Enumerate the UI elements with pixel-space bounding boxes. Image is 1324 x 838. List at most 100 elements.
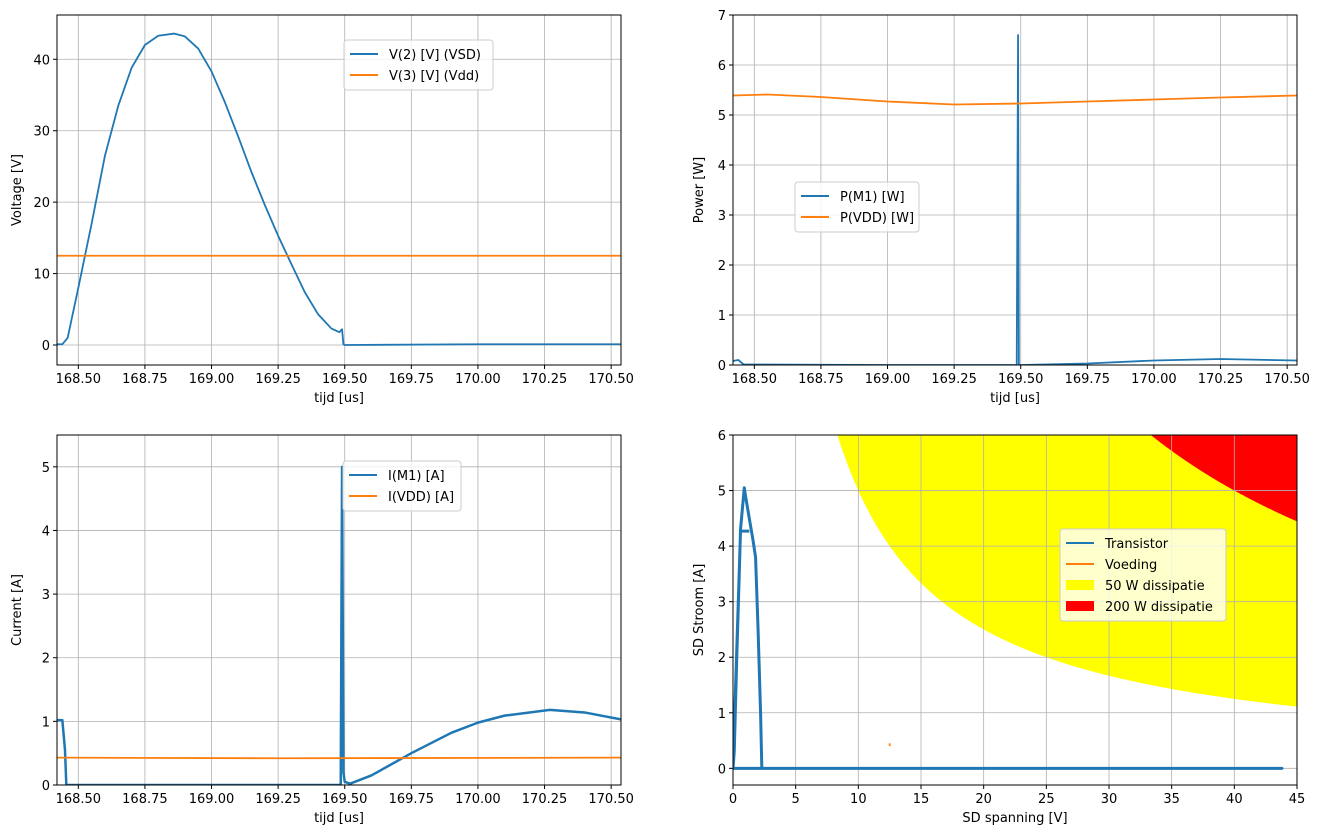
legend-label: V(3) [V] (Vdd): [389, 69, 479, 84]
legend-label: Transistor: [1104, 537, 1169, 552]
x-tick-label: 20: [975, 792, 992, 807]
subplot-1: 168.50 168.75 169.00 169.25 169.50 169.75 170.…: [10, 14, 634, 406]
y-tick-label: 6: [718, 59, 726, 74]
legend-label: P(M1) [W]: [840, 190, 905, 205]
legend: I(M1) [A] I(VDD) [A]: [342, 460, 462, 512]
y-tick-label: 0: [42, 779, 50, 794]
series-line-2: [57, 756, 621, 760]
y-axis-label: Voltage [V]: [10, 154, 25, 226]
series-line-2: [733, 93, 1297, 106]
x-tick-label: 170.00: [1131, 372, 1177, 387]
x-tick-label: 25: [1038, 792, 1055, 807]
y-tick-label: 20: [33, 196, 50, 211]
series-line-1: [733, 34, 1297, 365]
legend: V(2) [V] (VSD) V(3) [V] (Vdd): [343, 39, 494, 91]
y-tick-label: 2: [718, 651, 726, 666]
x-tick-label: 170.25: [1198, 372, 1244, 387]
x-tick-label: 169.50: [998, 372, 1044, 387]
y-axis-label: Current [A]: [10, 574, 25, 646]
x-axis-label: tijd [us]: [990, 391, 1040, 406]
x-tick-label: 169.25: [255, 372, 301, 387]
subplot-2: 168.50 168.75 169.00 169.25 169.50 169.75 170.…: [692, 9, 1310, 406]
legend-label: 50 W dissipatie: [1105, 579, 1205, 594]
y-tick-label: 40: [33, 53, 50, 68]
x-axis-label: tijd [us]: [314, 391, 364, 406]
legend: P(M1) [W] P(VDD) [W]: [794, 181, 920, 233]
legend-label: 200 W dissipatie: [1105, 600, 1213, 615]
x-tick-label: 168.75: [122, 372, 168, 387]
area-1: [1150, 435, 1297, 522]
legend-label: V(2) [V] (VSD): [389, 48, 481, 63]
x-tick-label: 169.00: [189, 792, 235, 807]
x-tick-label: 168.50: [56, 372, 102, 387]
series-line-1: [57, 32, 621, 346]
legend: Transistor Voeding 50 W dissipatie 200 W di…: [1059, 528, 1227, 622]
x-tick-label: 169.00: [865, 372, 911, 387]
x-tick-label: 169.25: [931, 372, 977, 387]
legend-patch: [1066, 580, 1094, 590]
y-tick-label: 4: [42, 524, 50, 539]
x-tick-label: 170.50: [1264, 372, 1310, 387]
x-tick-label: 169.75: [389, 792, 435, 807]
y-tick-label: 1: [718, 309, 726, 324]
x-tick-label: 170.00: [455, 792, 501, 807]
y-tick-label: 1: [42, 715, 50, 730]
x-tick-label: 168.50: [732, 372, 778, 387]
legend-patch: [1066, 601, 1094, 611]
legend-label: P(VDD) [W]: [840, 211, 914, 226]
axes-frame: [56, 434, 622, 786]
y-tick-label: 3: [42, 588, 50, 603]
x-tick-label: 168.75: [798, 372, 844, 387]
x-tick-label: 10: [850, 792, 867, 807]
x-axis-label: tijd [us]: [314, 811, 364, 826]
legend-label: I(M1) [A]: [388, 469, 445, 484]
y-tick-label: 5: [718, 109, 726, 124]
x-tick-label: 170.25: [522, 792, 568, 807]
y-tick-label: 2: [42, 652, 50, 667]
y-tick-label: 30: [33, 125, 50, 140]
axes-frame: [732, 14, 1298, 366]
x-tick-label: 170.00: [455, 372, 501, 387]
y-axis-label: SD Stroom [A]: [692, 564, 707, 657]
y-tick-label: 0: [718, 359, 726, 374]
x-tick-label: 170.50: [588, 372, 634, 387]
y-axis-label: Power [W]: [692, 157, 707, 223]
y-tick-label: 0: [718, 762, 726, 777]
y-tick-label: 7: [718, 9, 726, 24]
x-axis-label: SD spanning [V]: [962, 811, 1067, 826]
x-tick-label: 169.00: [189, 372, 235, 387]
x-tick-label: 168.75: [122, 792, 168, 807]
legend-label: I(VDD) [A]: [388, 490, 454, 505]
y-tick-label: 4: [718, 540, 726, 555]
y-tick-label: 0: [42, 339, 50, 354]
axes-frame: [732, 434, 1298, 786]
legend-label: Voeding: [1105, 558, 1157, 573]
x-tick-label: 169.75: [1065, 372, 1111, 387]
axes-frame: [56, 14, 622, 366]
x-tick-label: 35: [1163, 792, 1180, 807]
subplot-3: 168.50 168.75 169.00 169.25 169.50 169.75 170.…: [10, 434, 634, 826]
x-tick-label: 40: [1226, 792, 1243, 807]
x-tick-label: 0: [729, 792, 737, 807]
x-tick-label: 168.50: [56, 792, 102, 807]
x-tick-label: 169.50: [322, 372, 368, 387]
y-tick-label: 2: [718, 259, 726, 274]
x-tick-label: 15: [913, 792, 930, 807]
x-tick-label: 170.25: [522, 372, 568, 387]
series-line-1: [733, 486, 1284, 770]
x-tick-label: 170.50: [588, 792, 634, 807]
y-tick-label: 10: [33, 268, 50, 283]
y-tick-label: 5: [42, 461, 50, 476]
y-tick-label: 1: [718, 707, 726, 722]
series-line-1: [57, 465, 621, 785]
y-tick-label: 4: [718, 159, 726, 174]
y-tick-label: 5: [718, 485, 726, 500]
x-tick-label: 169.50: [322, 792, 368, 807]
x-tick-label: 30: [1101, 792, 1118, 807]
y-tick-label: 3: [718, 596, 726, 611]
x-tick-label: 169.25: [255, 792, 301, 807]
y-tick-label: 3: [718, 209, 726, 224]
x-tick-label: 45: [1289, 792, 1306, 807]
